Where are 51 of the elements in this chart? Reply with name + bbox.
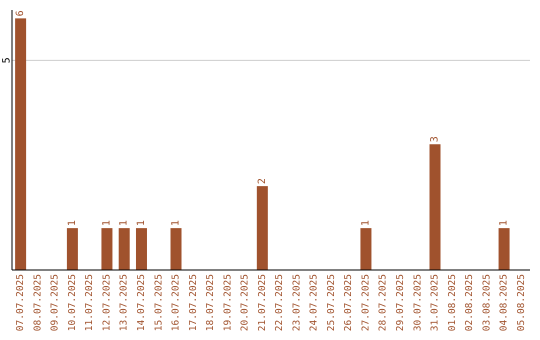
x-tick-label: 08.07.2025: [32, 274, 44, 332]
x-tick-label: 14.07.2025: [136, 274, 147, 332]
data-label: 6: [15, 10, 26, 16]
x-tick-label: 26.07.2025: [343, 274, 354, 332]
x-tick-label: 23.07.2025: [291, 274, 302, 332]
x-tick-label: 20.07.2025: [240, 274, 251, 332]
x-tick-label: 16.07.2025: [170, 274, 182, 332]
x-tick-label: 27.07.2025: [360, 274, 372, 332]
data-label: 1: [101, 220, 112, 226]
bar: [66, 228, 78, 270]
x-tick-label: 29.07.2025: [395, 274, 406, 332]
x-tick-label: 05.08.2025: [516, 274, 527, 332]
bar: [15, 18, 26, 270]
x-tick-label: 07.07.2025: [15, 274, 26, 332]
x-tick-label: 04.08.2025: [498, 274, 510, 332]
data-label: 1: [360, 220, 372, 226]
x-tick-label: 31.07.2025: [430, 274, 441, 332]
data-label: 2: [256, 178, 268, 184]
x-tick-label: 19.07.2025: [222, 274, 234, 332]
bar: [360, 228, 372, 270]
x-tick-label: 22.07.2025: [274, 274, 286, 332]
x-tick-label: 30.07.2025: [412, 274, 424, 332]
bar: [170, 228, 182, 270]
x-tick-label: 10.07.2025: [66, 274, 78, 332]
x-tick-label: 25.07.2025: [326, 274, 337, 332]
x-tick-label: 03.08.2025: [481, 274, 492, 332]
x-tick-label: 12.07.2025: [101, 274, 112, 332]
x-tick-label: 24.07.2025: [308, 274, 320, 332]
x-tick-label: 17.07.2025: [188, 274, 199, 332]
x-tick-label: 18.07.2025: [205, 274, 216, 332]
data-label: 3: [430, 136, 441, 142]
bar: [118, 228, 130, 270]
x-tick-label: 21.07.2025: [256, 274, 268, 332]
x-tick-label: 28.07.2025: [378, 274, 389, 332]
x-tick-label: 11.07.2025: [84, 274, 96, 332]
x-tick-label: 02.08.2025: [464, 274, 476, 332]
x-tick-label: 13.07.2025: [118, 274, 130, 332]
data-label: 1: [136, 220, 147, 226]
data-label: 1: [118, 220, 130, 226]
data-label: 1: [170, 220, 182, 226]
x-tick-label: 15.07.2025: [153, 274, 164, 332]
x-tick-label: 01.08.2025: [446, 274, 458, 332]
bar: [498, 228, 510, 270]
bar: [101, 228, 112, 270]
y-tick-label: 5: [2, 57, 12, 64]
bar: [136, 228, 147, 270]
x-tick-label: 09.07.2025: [50, 274, 61, 332]
bar: [430, 144, 441, 270]
bar: [256, 186, 268, 270]
data-label: 1: [66, 220, 78, 226]
data-label: 1: [498, 220, 510, 226]
